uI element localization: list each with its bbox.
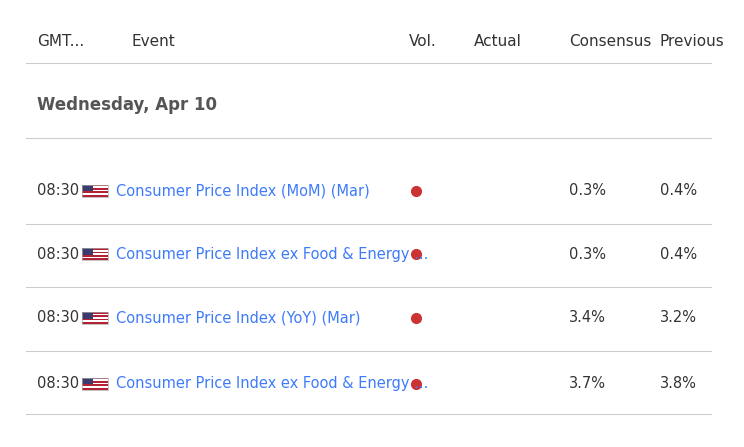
Text: 3.4%: 3.4% [569,310,606,325]
FancyBboxPatch shape [82,383,109,384]
FancyBboxPatch shape [82,190,109,191]
FancyBboxPatch shape [82,320,109,322]
FancyBboxPatch shape [82,195,109,197]
FancyBboxPatch shape [82,252,109,253]
FancyBboxPatch shape [82,248,92,255]
FancyBboxPatch shape [82,257,109,258]
FancyBboxPatch shape [82,250,109,252]
Text: 3.2%: 3.2% [660,310,697,325]
Text: 0.3%: 0.3% [569,247,606,261]
FancyBboxPatch shape [82,322,109,324]
Text: 0.4%: 0.4% [660,183,697,198]
Text: Event: Event [132,34,176,49]
Text: 0.3%: 0.3% [569,183,606,198]
Text: Consumer Price Index (MoM) (Mar): Consumer Price Index (MoM) (Mar) [116,183,370,198]
Text: 08:30: 08:30 [37,310,79,325]
FancyBboxPatch shape [82,381,109,383]
FancyBboxPatch shape [82,185,109,186]
Text: Consumer Price Index ex Food & Energy ...: Consumer Price Index ex Food & Energy ..… [116,247,429,261]
FancyBboxPatch shape [82,188,109,190]
FancyBboxPatch shape [82,315,109,317]
FancyBboxPatch shape [82,186,109,188]
Text: Consumer Price Index (YoY) (Mar): Consumer Price Index (YoY) (Mar) [116,310,361,325]
Text: Actual: Actual [474,34,522,49]
FancyBboxPatch shape [82,384,109,386]
Text: 0.4%: 0.4% [660,247,697,261]
Bar [82,378,109,389]
Bar [82,312,109,324]
Text: 3.8%: 3.8% [660,376,697,391]
Text: 08:30: 08:30 [37,247,79,261]
FancyBboxPatch shape [82,317,109,319]
Bar [82,248,109,260]
FancyBboxPatch shape [82,258,109,260]
FancyBboxPatch shape [82,248,109,250]
FancyBboxPatch shape [82,312,109,314]
Bar [82,185,109,197]
Text: Previous: Previous [660,34,725,49]
FancyBboxPatch shape [82,185,92,191]
FancyBboxPatch shape [82,312,92,319]
FancyBboxPatch shape [82,378,109,380]
FancyBboxPatch shape [82,255,109,257]
Text: Vol.: Vol. [408,34,436,49]
Text: Consumer Price Index ex Food & Energy ...: Consumer Price Index ex Food & Energy ..… [116,376,429,391]
Text: 08:30: 08:30 [37,376,79,391]
FancyBboxPatch shape [82,380,109,381]
Text: Wednesday, Apr 10: Wednesday, Apr 10 [37,96,217,114]
FancyBboxPatch shape [82,253,109,255]
FancyBboxPatch shape [82,378,92,384]
FancyBboxPatch shape [82,193,109,195]
FancyBboxPatch shape [82,388,109,389]
FancyBboxPatch shape [82,314,109,315]
FancyBboxPatch shape [82,191,109,193]
Text: 3.7%: 3.7% [569,376,606,391]
Text: Consensus: Consensus [569,34,651,49]
Text: GMT...: GMT... [37,34,84,49]
FancyBboxPatch shape [82,386,109,388]
Text: 08:30: 08:30 [37,183,79,198]
FancyBboxPatch shape [82,319,109,320]
